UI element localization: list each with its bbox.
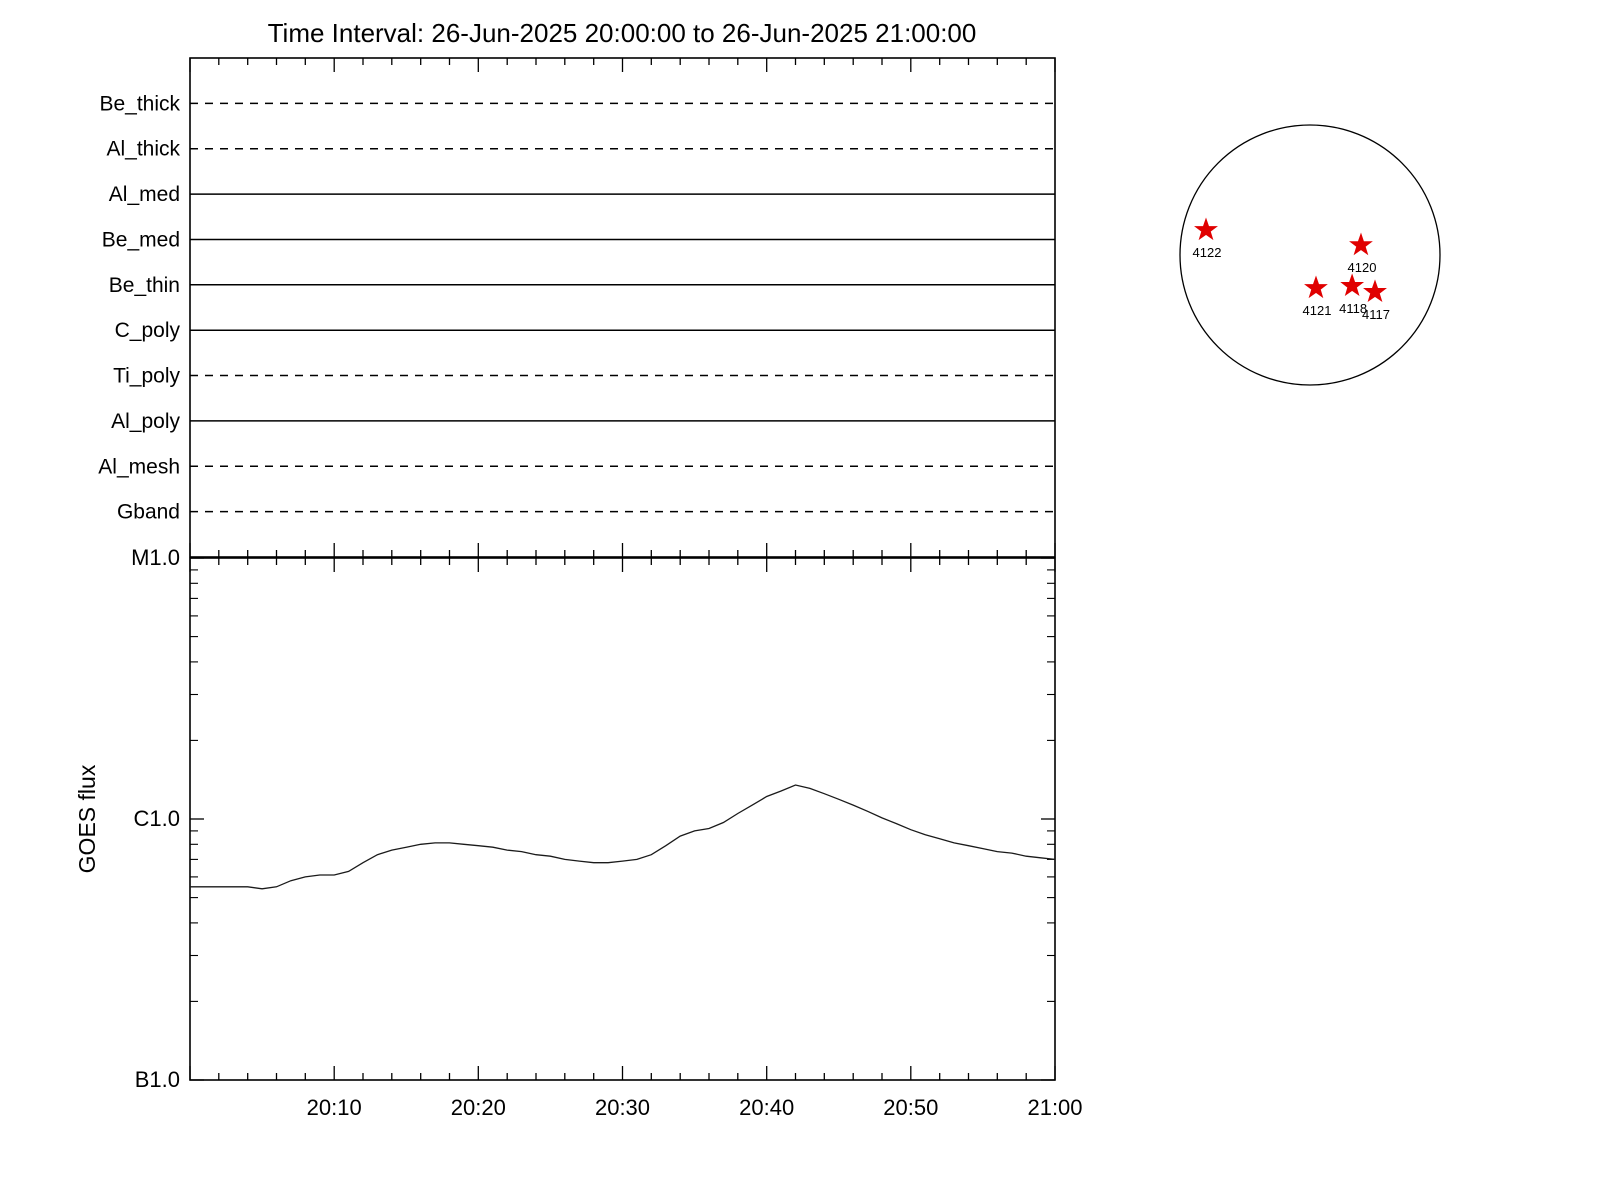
- goes-panel-frame: [189, 557, 1056, 1081]
- goes-flux-curve: [190, 784, 1056, 890]
- active-region-label-4117: 4117: [1362, 307, 1390, 322]
- y-tick-label-b10: B1.0: [135, 1067, 180, 1092]
- filter-label-be_thin: Be_thin: [109, 274, 180, 297]
- filter-label-gband: Gband: [117, 501, 180, 524]
- x-tick-label-2020: 20:20: [451, 1095, 506, 1120]
- filter-label-al_med: Al_med: [109, 183, 180, 206]
- x-tick-label-2100: 21:00: [1027, 1095, 1082, 1120]
- active-region-star-4120: [1349, 232, 1373, 256]
- filter-label-al_mesh: Al_mesh: [98, 455, 180, 478]
- active-region-star-4122: [1194, 217, 1218, 241]
- filter-label-be_med: Be_med: [102, 229, 180, 252]
- active-region-label-4122: 4122: [1193, 245, 1222, 260]
- filter-label-al_thick: Al_thick: [106, 138, 180, 161]
- solar-disk: [1179, 124, 1441, 386]
- x-tick-label-2050: 20:50: [883, 1095, 938, 1120]
- x-tick-label-2010: 20:10: [307, 1095, 362, 1120]
- goes-flux-axis-label: GOES flux: [74, 764, 100, 873]
- filter-label-al_poly: Al_poly: [111, 410, 180, 433]
- active-region-star-4118: [1340, 273, 1365, 297]
- active-region-label-4120: 4120: [1348, 260, 1377, 275]
- active-region-star-4117: [1363, 279, 1387, 303]
- plot-title: Time Interval: 26-Jun-2025 20:00:00 to 2…: [268, 18, 977, 48]
- generated-plot-content: Be_thick Al_thick Al_med Be_med Be_thin C_pol…: [98, 58, 1390, 1120]
- filters-panel-frame: [189, 57, 1056, 558]
- filter-label-ti_poly: Ti_poly: [113, 365, 180, 388]
- x-tick-label-2030: 20:30: [595, 1095, 650, 1120]
- filter-label-be_thick: Be_thick: [99, 92, 180, 115]
- filter-label-c_poly: C_poly: [115, 319, 181, 342]
- active-region-star-4121: [1304, 275, 1328, 299]
- active-region-label-4118: 4118: [1339, 301, 1367, 316]
- x-tick-label-2040: 20:40: [739, 1095, 794, 1120]
- y-tick-label-m10: M1.0: [131, 545, 180, 570]
- active-region-label-4121: 4121: [1303, 303, 1332, 318]
- y-tick-label-c10: C1.0: [134, 806, 180, 831]
